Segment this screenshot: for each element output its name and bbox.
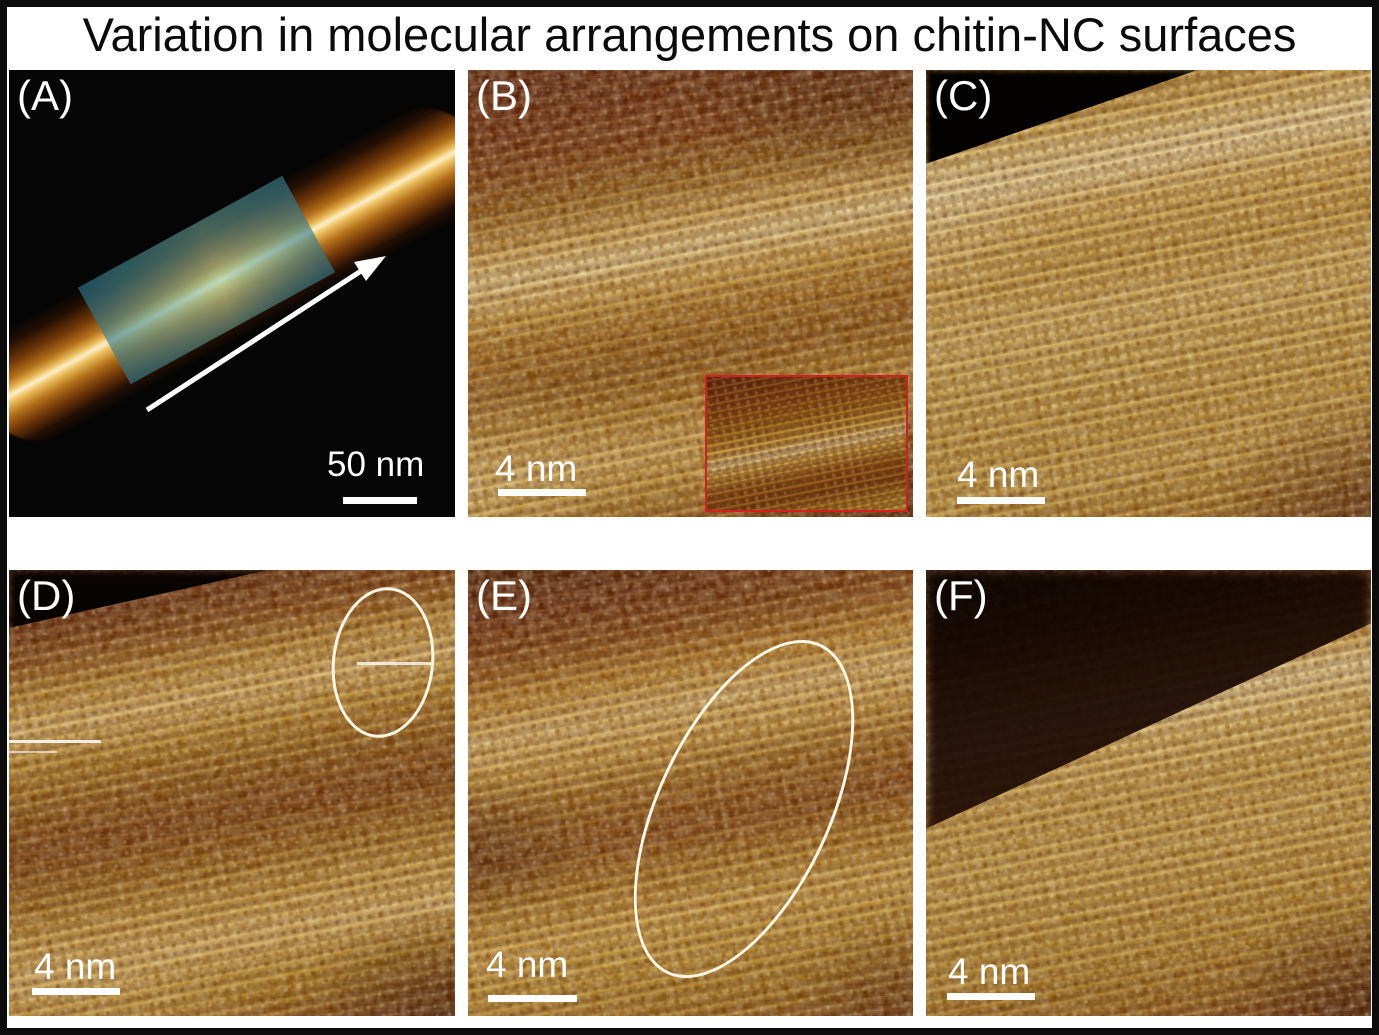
scan-direction-arrow	[145, 256, 386, 413]
afm-noise-texture	[926, 70, 1371, 517]
panel-a: (A) 50 nm	[9, 70, 455, 517]
scale-bar	[32, 988, 120, 995]
scale-bar	[488, 995, 577, 1002]
afm-noise-texture	[468, 570, 913, 1016]
scale-bar-label: 4 nm	[34, 946, 117, 987]
panel-e: (E) 4 nm	[468, 570, 913, 1016]
scale-bar-label: 4 nm	[495, 448, 578, 489]
scale-bar-label: 4 nm	[486, 944, 569, 985]
high-resolution-inset	[705, 375, 908, 512]
panel-label: (E)	[476, 572, 532, 619]
panel-label: (B)	[476, 72, 532, 119]
scale-bar-label: 4 nm	[957, 454, 1040, 495]
scale-bar	[343, 497, 417, 504]
panel-d: (D) 4 nm	[9, 570, 455, 1016]
scale-bar	[947, 993, 1035, 1000]
figure-title: Variation in molecular arrangements on c…	[82, 8, 1297, 61]
panel-label: (D)	[17, 572, 76, 619]
panel-label: (A)	[17, 72, 73, 119]
scale-bar-label: 50 nm	[327, 445, 425, 484]
panel-f: (F) 4 nm	[926, 570, 1371, 1016]
inset-noise-texture	[707, 377, 906, 510]
scale-bar	[498, 489, 586, 496]
scale-bar	[957, 497, 1045, 504]
panel-label: (F)	[934, 572, 988, 619]
scan-artifact-streak	[9, 740, 101, 743]
scan-artifact-streak	[357, 662, 433, 665]
panel-label: (C)	[934, 72, 993, 119]
afm-noise-texture	[9, 570, 455, 1016]
panel-b: (B) 4 nm	[468, 70, 913, 517]
scale-bar-label: 4 nm	[948, 951, 1031, 992]
scan-artifact-streak	[9, 751, 57, 753]
panel-c: (C) 4 nm	[926, 70, 1371, 517]
